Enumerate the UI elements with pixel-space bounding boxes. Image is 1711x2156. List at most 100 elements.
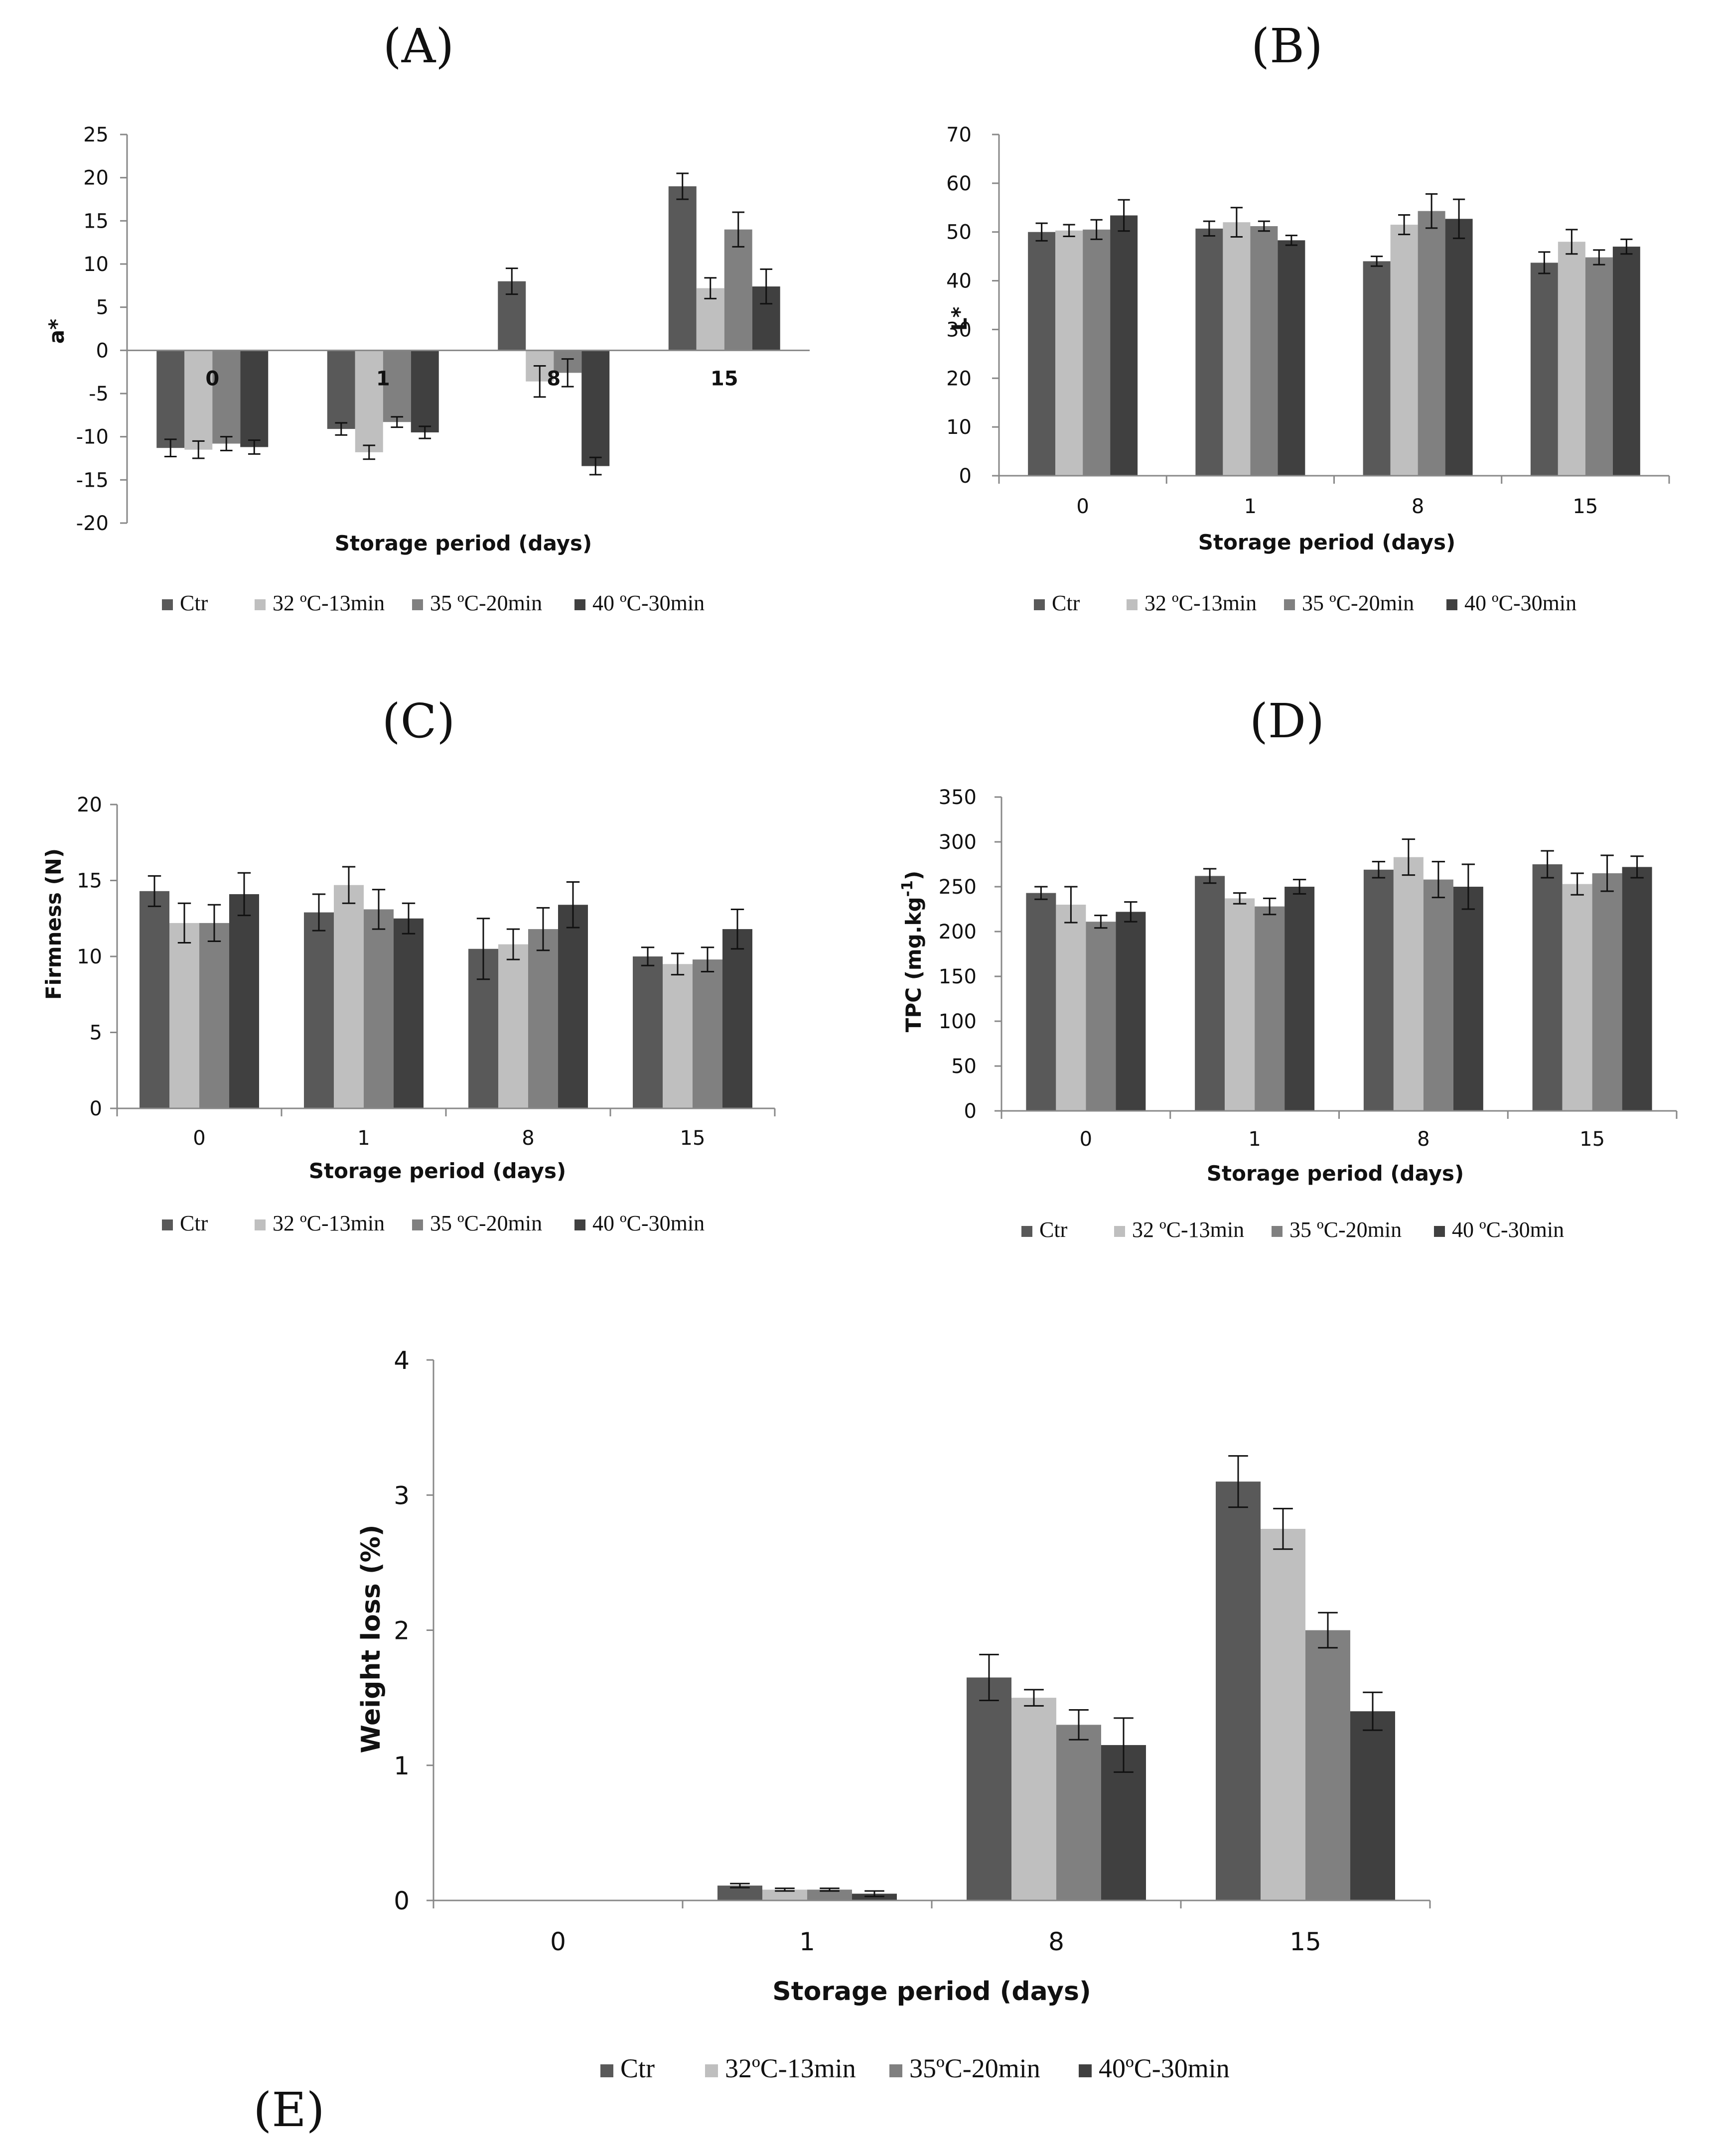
bar <box>1026 893 1056 1111</box>
y-tick-label: 0 <box>96 339 109 362</box>
x-axis-title: Storage period (days) <box>309 1159 567 1183</box>
x-tick-label: 0 <box>205 367 219 390</box>
bar <box>1418 211 1445 476</box>
bar <box>156 350 185 448</box>
panel-label: (E) <box>253 2083 324 2138</box>
y-tick-label: 5 <box>96 296 109 319</box>
legend-swatch <box>1434 1226 1445 1237</box>
error-bar <box>342 866 356 904</box>
legend-swatch <box>412 1219 423 1230</box>
error-bar <box>1363 1691 1383 1731</box>
bar <box>383 350 411 422</box>
y-tick-label: 0 <box>90 1097 102 1120</box>
error-bar <box>1593 249 1605 266</box>
bar <box>199 923 229 1108</box>
x-tick-label: 15 <box>1572 495 1598 518</box>
error-bar <box>1035 222 1048 242</box>
y-tick-label: 50 <box>951 1055 977 1078</box>
y-axis-title: a* <box>44 319 69 344</box>
legend-label: Ctr <box>1039 1217 1068 1242</box>
x-tick-label: 15 <box>1289 1927 1321 1956</box>
bar <box>169 923 199 1108</box>
error-bar <box>1090 219 1103 240</box>
error-bar <box>820 1887 840 1892</box>
error-bar <box>676 172 689 200</box>
bar <box>1284 887 1315 1111</box>
error-bar <box>1402 838 1416 876</box>
bar <box>364 909 394 1108</box>
panel-label: (D) <box>1250 694 1324 749</box>
x-tick-label: 15 <box>711 367 738 390</box>
error-bar <box>533 365 546 398</box>
error-bar <box>192 440 205 459</box>
error-bar <box>476 918 490 980</box>
y-tick-label: -10 <box>76 426 109 449</box>
y-tick-label: 0 <box>964 1100 977 1123</box>
bar <box>1423 879 1453 1111</box>
bar <box>1612 247 1640 476</box>
error-bar <box>391 416 404 428</box>
axes: 350 300 250 200 150 100 50 0 0 1 8 15 <box>939 786 1678 1151</box>
y-tick-label: 0 <box>394 1886 410 1915</box>
error-bar <box>147 875 161 907</box>
error-bar <box>1318 1612 1338 1649</box>
x-axis-title: Storage period (days) <box>772 1977 1091 2007</box>
legend-swatch <box>1079 2064 1092 2077</box>
y-tick-label: 2 <box>394 1617 410 1645</box>
bar <box>581 350 610 466</box>
bar <box>229 894 259 1108</box>
error-bar <box>1273 1507 1293 1550</box>
panel-label: (B) <box>1251 19 1323 74</box>
bar-group <box>140 866 752 1108</box>
legend-label: 32 ºC-13min <box>1132 1217 1244 1242</box>
y-tick-label: -5 <box>89 383 109 405</box>
error-bar <box>704 277 717 299</box>
error-bar <box>864 1890 884 1897</box>
y-axis-title: L* <box>947 307 972 331</box>
bar <box>1562 884 1592 1111</box>
y-axis-title: TPC (mg.kg-1) <box>899 871 926 1032</box>
legend-swatch <box>600 2064 613 2077</box>
error-bar <box>1203 220 1215 237</box>
bar <box>1028 232 1056 476</box>
legend-swatch <box>1446 599 1457 610</box>
y-tick-label: 20 <box>83 167 109 190</box>
bar <box>633 956 663 1108</box>
bar <box>1255 906 1285 1111</box>
legend-label: 40ºC-30min <box>1099 2053 1230 2083</box>
bar <box>668 186 697 351</box>
axes: 70 60 50 40 30 20 10 0 0 1 8 15 <box>946 124 1670 518</box>
error-bar <box>561 358 574 388</box>
error-bar <box>589 456 602 476</box>
legend-label: 32 ºC-13min <box>273 1211 385 1235</box>
error-bar <box>237 872 251 917</box>
legend-swatch <box>162 599 173 610</box>
y-tick-label: 150 <box>939 965 977 988</box>
error-bar <box>566 881 580 929</box>
legend-label: 40 ºC-30min <box>1452 1217 1564 1242</box>
bar <box>334 885 364 1108</box>
error-bar <box>1566 229 1578 255</box>
error-bar <box>506 928 520 960</box>
legend: Ctr 32 ºC-13min 35 ºC-20min 40 ºC-30min <box>1034 591 1576 615</box>
panel-label: (A) <box>383 19 454 74</box>
legend-swatch <box>1114 1226 1125 1237</box>
bar <box>411 350 439 432</box>
x-tick-label: 0 <box>1080 1128 1092 1151</box>
x-axis-title: Storage period (days) <box>335 531 592 555</box>
error-bar <box>760 268 773 305</box>
y-tick-label: 5 <box>90 1022 102 1045</box>
error-bar <box>177 902 191 944</box>
bar <box>1195 876 1225 1111</box>
bar <box>394 918 424 1108</box>
legend-swatch <box>1127 599 1138 610</box>
error-bar <box>1371 256 1383 267</box>
error-bar <box>1426 193 1438 229</box>
legend: Ctr 32 ºC-13min 35 ºC-20min 40 ºC-30min <box>1021 1217 1564 1242</box>
bar-group <box>1028 193 1640 476</box>
x-tick-label: 1 <box>357 1127 370 1150</box>
y-tick-label: 4 <box>394 1346 410 1375</box>
error-bar <box>402 902 416 935</box>
